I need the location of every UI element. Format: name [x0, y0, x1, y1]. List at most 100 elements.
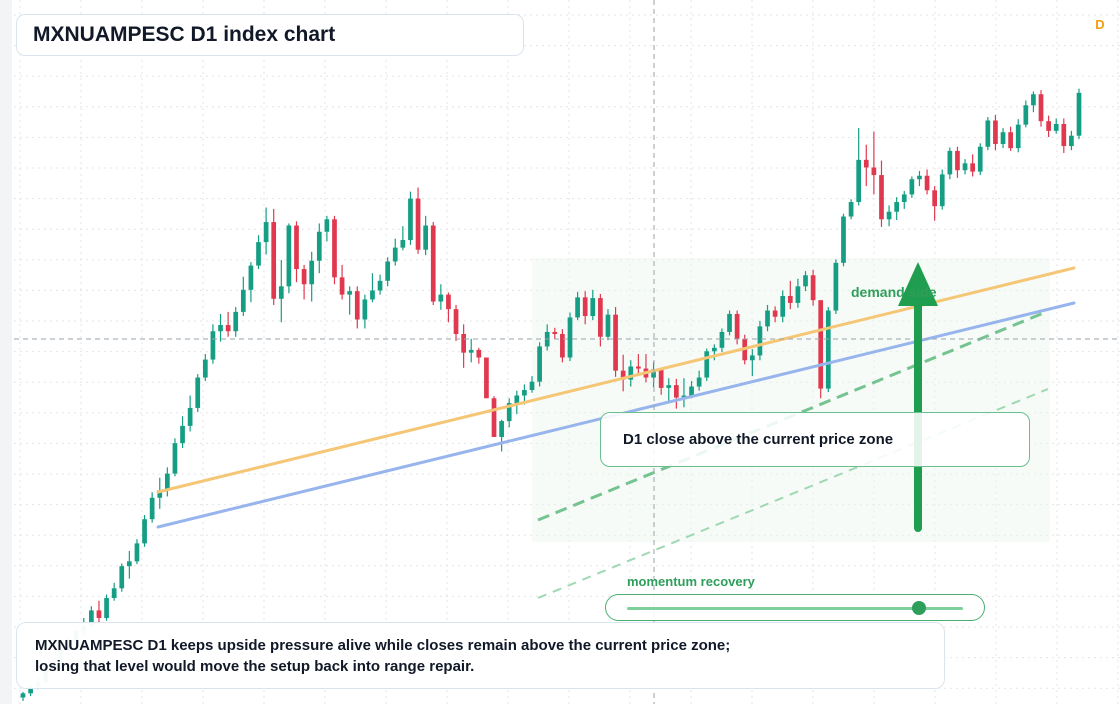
candle-body — [256, 242, 261, 266]
candle-body — [856, 159, 862, 203]
candle-body — [499, 421, 504, 437]
candle-body — [734, 313, 740, 339]
candle-body — [240, 289, 246, 312]
candle — [104, 594, 109, 621]
candle — [415, 187, 421, 254]
candle — [879, 160, 884, 227]
candle-body — [673, 385, 679, 398]
candle — [180, 416, 185, 449]
timeframe-badge[interactable]: D — [1095, 16, 1105, 32]
candle-body — [370, 290, 375, 300]
candle-body — [711, 347, 717, 352]
candle — [172, 438, 178, 477]
candle-body — [96, 610, 102, 619]
candle — [818, 300, 824, 399]
candle — [567, 312, 573, 361]
candle-body — [294, 225, 299, 270]
candle — [795, 278, 801, 308]
candle — [848, 199, 854, 220]
candle-body — [20, 693, 26, 698]
candle-body — [210, 331, 216, 360]
candle-body — [430, 225, 436, 302]
candle-body — [476, 349, 482, 358]
candle-body — [1076, 92, 1082, 136]
candle — [316, 223, 322, 274]
caption-line-2: losing that level would move the setup b… — [35, 657, 475, 675]
candle — [294, 221, 299, 283]
candle-body — [909, 179, 915, 195]
candle — [560, 329, 565, 363]
candle — [210, 324, 216, 364]
candle-body — [772, 310, 778, 317]
candle-body — [560, 334, 565, 358]
candle — [1046, 115, 1051, 138]
candle-body — [749, 355, 755, 361]
candle — [233, 307, 239, 337]
candle-body — [879, 175, 884, 220]
candle-body — [727, 313, 732, 332]
candle-body — [894, 202, 900, 212]
candle-body — [537, 346, 542, 382]
candle — [309, 251, 315, 302]
candle — [354, 286, 360, 329]
candle-body — [301, 269, 307, 285]
candle — [1031, 91, 1036, 113]
candle — [1053, 118, 1059, 134]
candle — [408, 191, 413, 245]
candle — [1038, 90, 1044, 127]
candle — [894, 197, 900, 220]
chart-caption: MXNUAMPESC D1 keeps upside pressure aliv… — [16, 622, 945, 689]
candle-body — [332, 219, 337, 278]
candle — [909, 176, 915, 198]
candle-body — [613, 314, 618, 371]
candle-body — [780, 296, 786, 317]
candle-body — [1061, 123, 1067, 147]
candle-body — [582, 297, 588, 317]
candle — [438, 284, 444, 310]
candle — [841, 213, 846, 267]
candle — [917, 170, 922, 187]
candle-body — [89, 610, 94, 626]
candle — [552, 327, 558, 339]
candle — [127, 550, 132, 579]
candle — [362, 294, 368, 329]
momentum-knob[interactable] — [912, 601, 927, 615]
candle-body — [438, 294, 444, 302]
candle-body — [605, 314, 611, 337]
candle-body — [1046, 121, 1051, 131]
candle-body — [765, 310, 770, 327]
candle — [575, 291, 580, 321]
candle-body — [514, 395, 520, 404]
candle — [149, 492, 155, 523]
candle — [803, 271, 808, 292]
candle-body — [127, 561, 132, 567]
candle-body — [491, 398, 497, 437]
momentum-label: momentum recovery — [627, 574, 755, 589]
candle — [962, 159, 968, 175]
candle-body — [385, 261, 391, 281]
momentum-slider[interactable] — [605, 594, 985, 621]
candle-body — [484, 357, 489, 399]
candle-body — [392, 247, 398, 262]
candle — [271, 208, 277, 305]
candle — [947, 147, 953, 180]
candle-body — [271, 222, 277, 299]
candle-body — [1031, 94, 1036, 106]
candle-body — [324, 219, 330, 232]
candle-body — [636, 366, 641, 369]
projection-line-faint — [537, 388, 1049, 599]
candle — [392, 238, 398, 266]
candle-body — [787, 296, 793, 303]
candle — [453, 304, 459, 341]
candle — [628, 360, 634, 387]
candle-body — [347, 291, 353, 295]
candle — [202, 354, 208, 381]
candle-body — [598, 298, 603, 337]
candle-body — [993, 120, 998, 144]
candle — [673, 378, 679, 409]
candle — [620, 354, 626, 392]
candle-body — [1069, 135, 1074, 147]
candle-body — [28, 687, 33, 694]
candle — [856, 128, 862, 206]
candle — [977, 143, 983, 176]
